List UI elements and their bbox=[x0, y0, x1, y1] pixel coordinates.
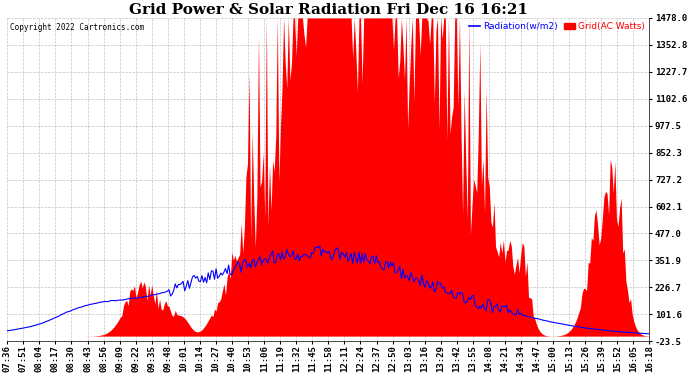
Title: Grid Power & Solar Radiation Fri Dec 16 16:21: Grid Power & Solar Radiation Fri Dec 16 … bbox=[129, 3, 528, 17]
Legend: Radiation(w/m2), Grid(AC Watts): Radiation(w/m2), Grid(AC Watts) bbox=[469, 22, 645, 32]
Text: Copyright 2022 Cartronics.com: Copyright 2022 Cartronics.com bbox=[10, 23, 145, 32]
